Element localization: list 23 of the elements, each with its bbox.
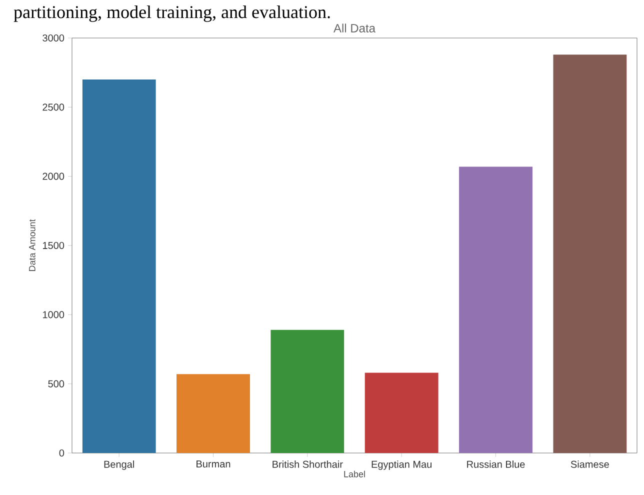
x-tick-label: Bengal	[104, 460, 134, 470]
y-tick-label: 2500	[42, 104, 64, 111]
y-tick-label: 500	[48, 380, 64, 388]
x-tick-label: Burman	[196, 460, 230, 468]
y-tick-label: 1500	[42, 242, 64, 250]
y-tick-label: 3000	[42, 34, 64, 42]
bar	[364, 372, 438, 453]
chart-title: All Data	[334, 24, 376, 32]
bar	[459, 166, 532, 453]
y-axis-title: Data Amount	[29, 219, 36, 272]
y-tick-label: 2000	[42, 172, 64, 180]
bar	[553, 54, 627, 453]
bar	[176, 374, 250, 453]
bar	[82, 79, 156, 453]
y-tick-label: 1000	[42, 311, 64, 318]
x-tick-label: Siamese	[570, 460, 609, 468]
bar	[270, 330, 344, 453]
x-tick-label: Egyptian Mau	[372, 460, 432, 470]
y-tick-label: 0	[59, 449, 64, 457]
text: partitioning, model training, and evaluation.	[14, 6, 330, 22]
x-tick-label: Russian Blue	[467, 460, 525, 468]
x-tick-label: British Shorthair	[272, 460, 343, 468]
x-axis-title: Label	[344, 470, 365, 478]
